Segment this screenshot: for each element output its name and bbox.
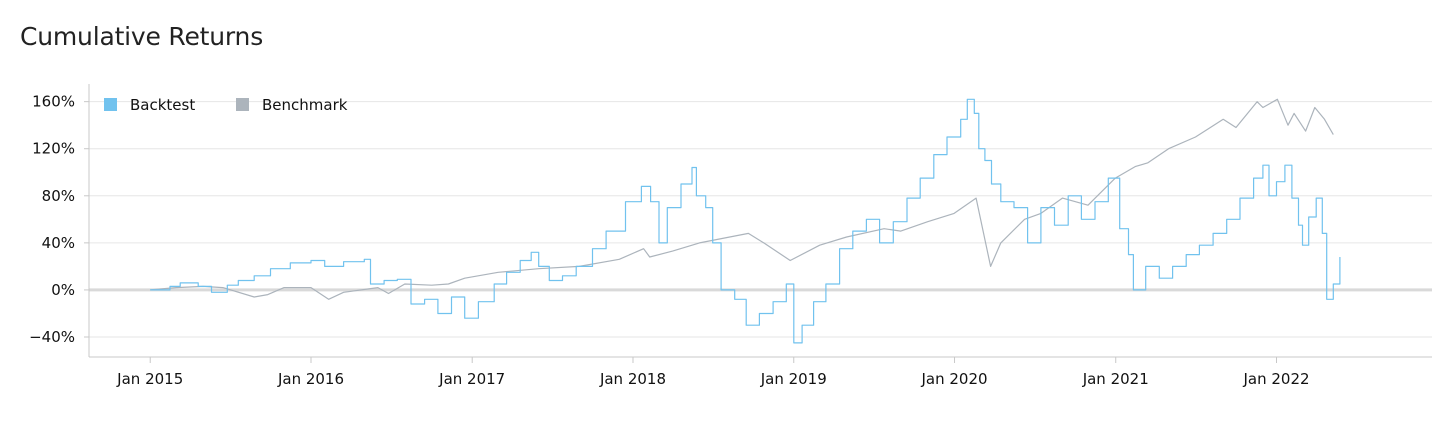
x-tick-label: Jan 2019 (760, 370, 827, 388)
x-tick-label: Jan 2022 (1242, 370, 1309, 388)
legend: Backtest Benchmark (104, 96, 348, 114)
y-tick-label: 120% (32, 140, 75, 158)
legend-swatch-benchmark (236, 98, 249, 111)
x-tick-label: Jan 2015 (116, 370, 183, 388)
x-tick-label: Jan 2016 (277, 370, 344, 388)
y-tick-label: 0% (51, 281, 75, 299)
legend-swatch-backtest (104, 98, 117, 111)
x-tick-label: Jan 2021 (1082, 370, 1149, 388)
x-axis-ticks: Jan 2015 Jan 2016 Jan 2017 Jan 2018 Jan 2019… (116, 357, 1310, 388)
chart-title: Cumulative Returns (20, 22, 264, 51)
series-line-benchmark (150, 98, 1334, 300)
legend-label-backtest: Backtest (130, 96, 195, 114)
legend-label-benchmark: Benchmark (262, 96, 348, 114)
y-axis-ticks: 160% 120% 80% 40% 0% −40% (29, 93, 89, 346)
series-lines (150, 98, 1341, 344)
y-tick-label: 160% (32, 93, 75, 111)
axes (88, 84, 1432, 358)
series-line-backtest (150, 98, 1341, 344)
x-tick-label: Jan 2020 (920, 370, 987, 388)
y-tick-label: −40% (29, 328, 75, 346)
y-tick-label: 40% (42, 234, 75, 252)
y-tick-label: 80% (42, 187, 75, 205)
gridlines (89, 101, 1432, 338)
x-tick-label: Jan 2018 (599, 370, 666, 388)
x-tick-label: Jan 2017 (438, 370, 505, 388)
